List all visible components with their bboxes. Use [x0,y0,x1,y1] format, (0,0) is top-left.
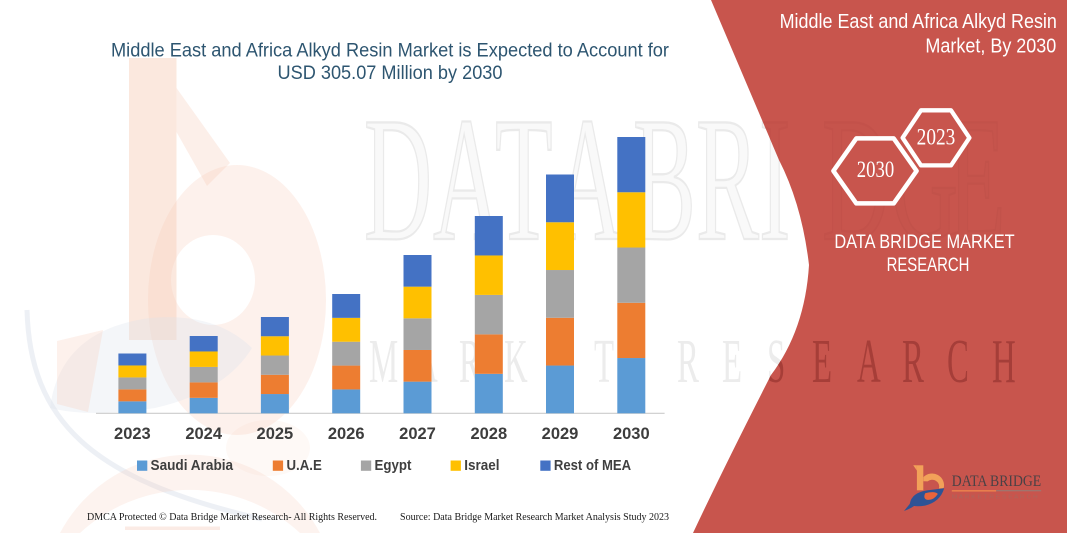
svg-text:Rest of MEA: Rest of MEA [554,458,632,474]
svg-text:Middle East and Africa Alkyd R: Middle East and Africa Alkyd Resin [780,10,1057,33]
svg-text:DMCA Protected © Data Bridge M: DMCA Protected © Data Bridge Market Rese… [87,511,377,523]
svg-text:RESEARCH: RESEARCH [887,255,970,276]
svg-text:U.A.E: U.A.E [287,458,323,474]
svg-text:2030: 2030 [613,425,650,443]
svg-text:2028: 2028 [470,425,507,443]
svg-text:M A R K E T R E S E A R C H: M A R K E T R E S E A R C H [952,494,1038,500]
svg-text:DATA BRIDGE: DATA BRIDGE [952,473,1041,490]
svg-text:2023: 2023 [114,425,151,443]
svg-text:2027: 2027 [399,425,436,443]
svg-text:2029: 2029 [542,425,579,443]
svg-text:2026: 2026 [328,425,365,443]
svg-text:USD 305.07 Million by 2030: USD 305.07 Million by 2030 [278,63,503,84]
svg-text:Middle East and Africa Alkyd R: Middle East and Africa Alkyd Resin Marke… [111,41,670,62]
svg-text:2023: 2023 [917,125,956,150]
svg-text:Market, By 2030: Market, By 2030 [925,35,1056,58]
svg-text:2025: 2025 [257,425,294,443]
svg-text:2024: 2024 [185,425,223,443]
svg-text:Israel: Israel [464,458,499,474]
svg-text:DATA BRIDGE MARKET: DATA BRIDGE MARKET [834,232,1015,253]
svg-text:Saudi Arabia: Saudi Arabia [151,458,234,474]
svg-text:2030: 2030 [857,157,894,182]
svg-text:Egypt: Egypt [375,458,412,474]
svg-text:Source: Data Bridge Market Res: Source: Data Bridge Market Research Mark… [400,511,669,523]
